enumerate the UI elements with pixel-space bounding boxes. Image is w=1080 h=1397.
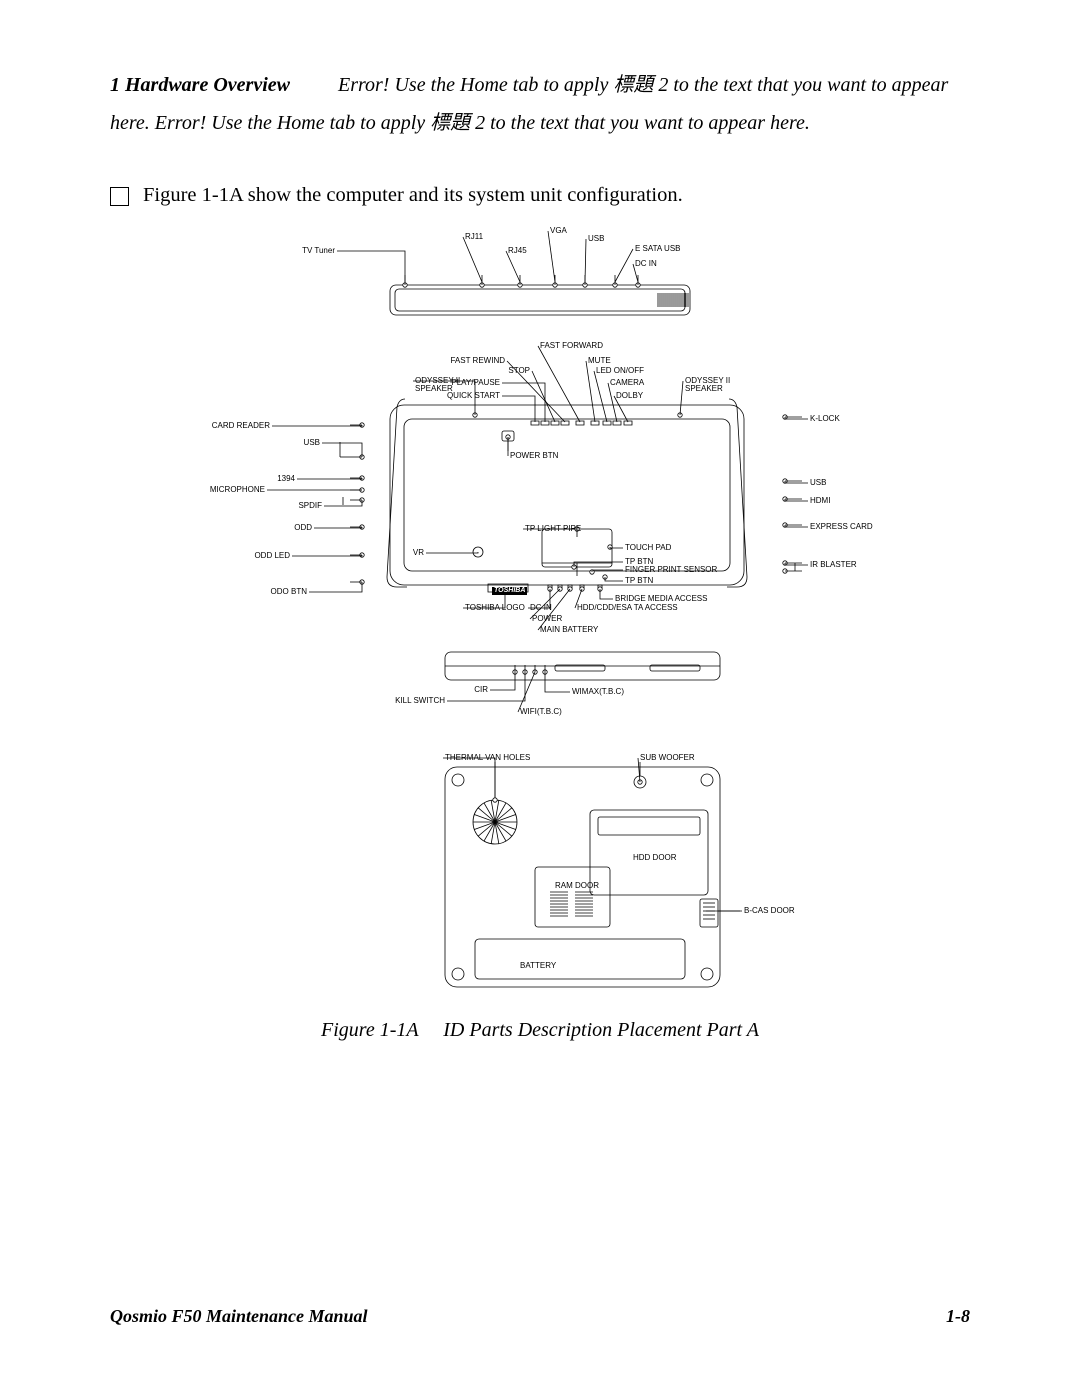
diagram-label-irblaster: IR BLASTER bbox=[810, 561, 857, 570]
diagram-label-mic: MICROPHONE bbox=[210, 486, 265, 495]
diagram-label-dcin_top: DC IN bbox=[635, 260, 657, 269]
diagram-label-vga: VGA bbox=[550, 227, 567, 236]
diagram-label-tplight: TP LIGHT PIPE bbox=[525, 525, 581, 534]
diagram-label-oddbtn: ODO BTN bbox=[271, 588, 307, 597]
diagram-label-express: EXPRESS CARD bbox=[810, 523, 873, 532]
diagram-label-tv_tuner: TV Tuner bbox=[302, 247, 335, 256]
caption-text: ID Parts Description Placement Part A bbox=[443, 1019, 759, 1041]
footer-right: 1-8 bbox=[946, 1306, 970, 1327]
page: 1 Hardware Overview Error! Use the Home … bbox=[0, 0, 1080, 1397]
diagram-label-stop: STOP bbox=[508, 367, 530, 376]
caption-label: Figure 1-1A bbox=[321, 1019, 418, 1041]
diagram-label-rj45: RJ45 bbox=[508, 247, 527, 256]
diagram-label-ody_l-1: SPEAKER bbox=[415, 385, 453, 394]
diagram-label-wifi: WIFI(T.B.C) bbox=[520, 708, 562, 717]
diagram-label-killsw: KILL SWITCH bbox=[395, 697, 445, 706]
diagram-label-finger: FINGER PRINT SENSOR bbox=[625, 566, 717, 575]
diagram-label-mute: MUTE bbox=[588, 357, 611, 366]
diagram-label-touchpad: TOUCH PAD bbox=[625, 544, 671, 553]
diagram-label-cardreader: CARD READER bbox=[212, 422, 270, 431]
diagram-label-hddodd: HDD/CDD/ESA TA ACCESS bbox=[577, 604, 678, 613]
diagram-label-toshiba_br: TOSHIBA bbox=[492, 587, 527, 595]
footer-left: Qosmio F50 Maintenance Manual bbox=[110, 1306, 368, 1327]
diagram-label-hdddoor: HDD DOOR bbox=[633, 854, 677, 863]
page-footer: Qosmio F50 Maintenance Manual 1-8 bbox=[110, 1306, 970, 1327]
diagram-label-battery_b: BATTERY bbox=[520, 962, 556, 971]
diagram-label-fr: FAST REWIND bbox=[450, 357, 505, 366]
diagram-label-oddled: ODD LED bbox=[254, 552, 290, 561]
diagram-label-thermal: THERMAL VAN HOLES bbox=[445, 754, 530, 763]
diagram-label-odd: ODD bbox=[294, 524, 312, 533]
diagram-label-power_b: POWER bbox=[532, 615, 562, 624]
diagram-label-usb_r: USB bbox=[810, 479, 826, 488]
diagram-label-1394: 1394 bbox=[277, 475, 295, 484]
page-header: 1 Hardware Overview Error! Use the Home … bbox=[110, 66, 970, 142]
intro-text: Figure 1-1A show the computer and its sy… bbox=[143, 184, 683, 207]
diagram-label-usb_top: USB bbox=[588, 235, 604, 244]
diagram-label-dcin_b: DC IN bbox=[530, 604, 552, 613]
diagram-label-cir: CIR bbox=[474, 686, 488, 695]
diagram-label-klock: K-LOCK bbox=[810, 415, 840, 424]
diagram-label-spdif: SPDIF bbox=[298, 502, 322, 511]
diagram-label-tpbtn2: TP BTN bbox=[625, 577, 653, 586]
diagram-label-powerbtn: POWER BTN bbox=[510, 452, 558, 461]
diagram-label-ody_r-1: SPEAKER bbox=[685, 385, 723, 394]
bullet-box-icon bbox=[110, 187, 129, 206]
diagram-label-subwoof: SUB WOOFER bbox=[640, 754, 695, 763]
diagram-label-mainbatt: MAIN BATTERY bbox=[540, 626, 598, 635]
diagram-label-quickstart: QUICK START bbox=[447, 392, 500, 401]
diagram-label-usb_l: USB bbox=[304, 439, 320, 448]
diagram-label-esata: E SATA USB bbox=[635, 245, 681, 254]
diagram-label-dolby: DOLBY bbox=[616, 392, 643, 401]
figure-caption: Figure 1-1A ID Parts Description Placeme… bbox=[110, 1019, 970, 1042]
section-title-text: Hardware Overview bbox=[125, 74, 290, 96]
diagram-label-camera: CAMERA bbox=[610, 379, 644, 388]
diagram-label-rj11: RJ11 bbox=[465, 233, 483, 242]
diagram-label-bcas: B-CAS DOOR bbox=[744, 907, 795, 916]
figure-diagram: TV Tuner RJ11 RJ45 VGA USB E SATA USB DC IN FAS… bbox=[220, 227, 860, 1007]
intro-row: Figure 1-1A show the computer and its sy… bbox=[110, 184, 970, 207]
diagram-label-ramdoor: RAM DOOR bbox=[555, 882, 599, 891]
section-number: 1 bbox=[110, 74, 120, 96]
diagram-label-toshiba: TOSHIBA LOGO bbox=[465, 604, 525, 613]
diagram-label-wimax: WIMAX(T.B.C) bbox=[572, 688, 624, 697]
diagram-label-vr: VR bbox=[413, 549, 424, 558]
diagram-label-hdmi: HDMI bbox=[810, 497, 830, 506]
diagram-label-ledonoff: LED ON/OFF bbox=[596, 367, 644, 376]
diagram-label-ff: FAST FORWARD bbox=[540, 342, 603, 351]
